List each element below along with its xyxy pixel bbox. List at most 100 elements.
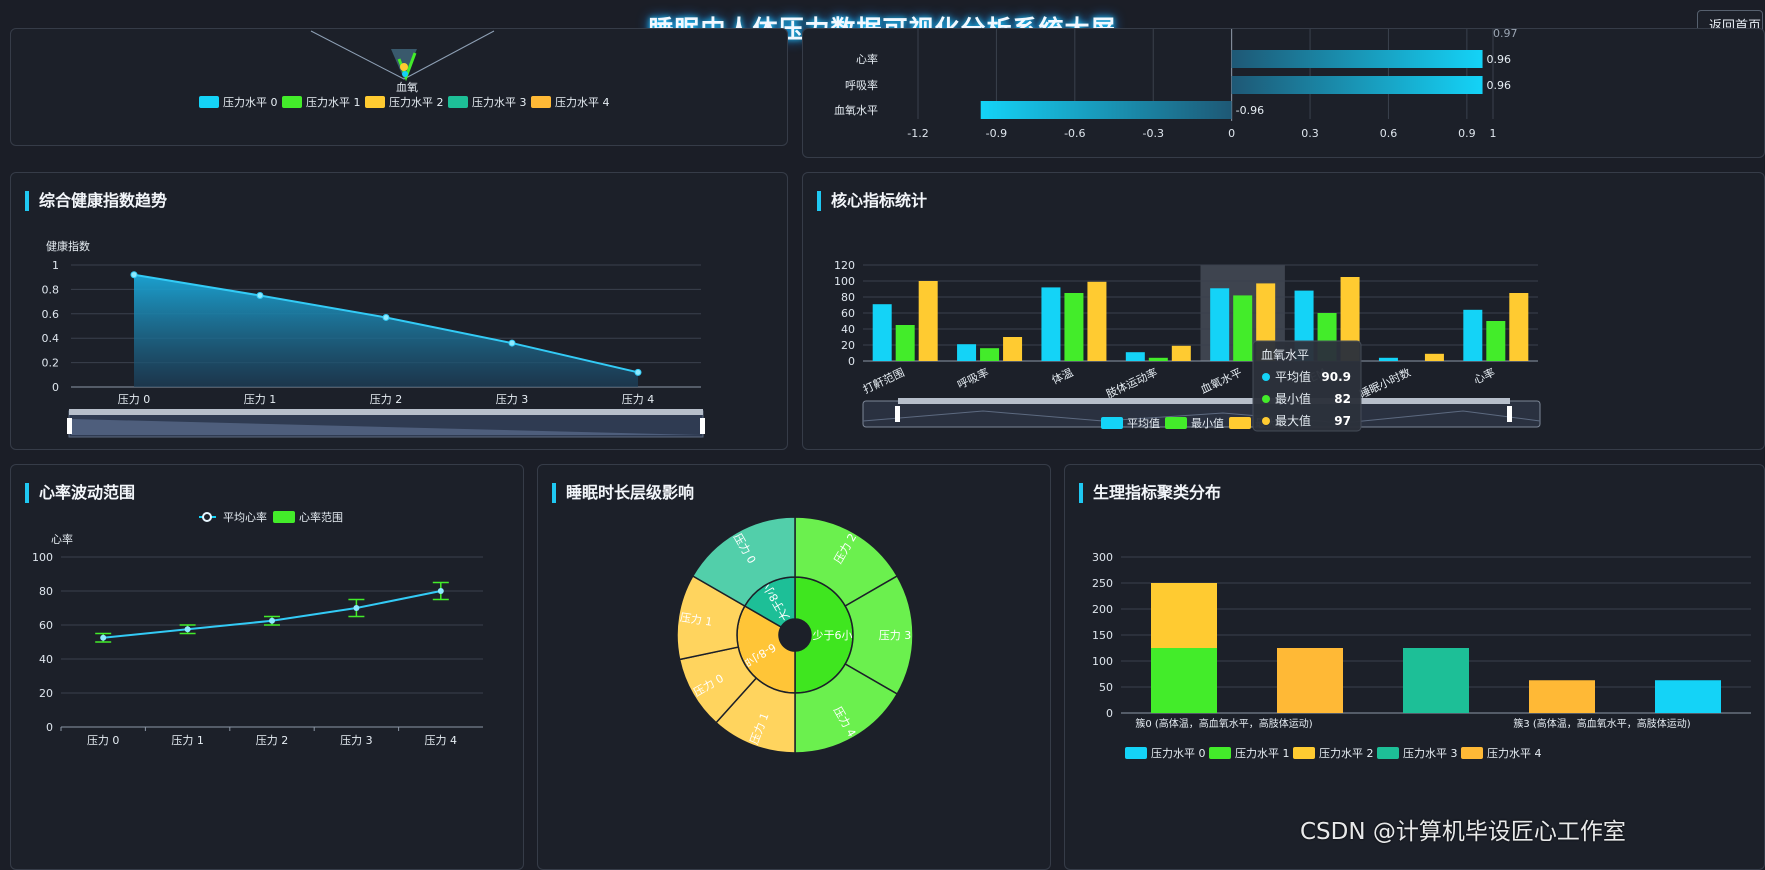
legend-swatch[interactable] xyxy=(199,96,219,108)
legend-label[interactable]: 压力水平 2 xyxy=(1319,747,1374,760)
legend-swatch[interactable] xyxy=(365,96,385,108)
legend-swatch[interactable] xyxy=(1293,747,1315,759)
legend-swatch[interactable] xyxy=(1165,417,1187,429)
zoom-handle-left[interactable] xyxy=(67,418,72,434)
legend-label[interactable]: 心率范围 xyxy=(299,510,343,524)
correlation-bar xyxy=(1231,50,1483,68)
data-point xyxy=(269,617,275,624)
x-tick-label: 睡眠小时数 xyxy=(1357,366,1412,401)
stacked-bar-segment xyxy=(1529,680,1595,713)
legend-label[interactable]: 压力水平 4 xyxy=(1487,747,1542,760)
tooltip-value: 97 xyxy=(1334,414,1351,428)
y-tick-label: 0.2 xyxy=(42,357,60,370)
panel-core-stats: 核心指标统计 0 20 40 60 80 100 120 打鼾范围 呼吸率 体温 肢体运动率 血氧水平… xyxy=(802,172,1765,450)
y-tick-label: 100 xyxy=(1092,655,1113,668)
legend-swatch[interactable] xyxy=(448,96,468,108)
data-point xyxy=(256,292,264,299)
bar-最小值 xyxy=(1148,357,1168,361)
legend-label[interactable]: 压力水平 1 xyxy=(1235,747,1290,760)
x-tick-label: 1 xyxy=(1490,127,1497,140)
y-tick-label: 80 xyxy=(39,585,53,598)
y-tick-label: 60 xyxy=(841,307,855,320)
bar-最大值 xyxy=(1424,353,1444,361)
bar-最小值 xyxy=(1486,321,1506,361)
bar-平均值 xyxy=(1041,287,1061,361)
legend-label[interactable]: 压力水平 2 xyxy=(389,96,444,109)
y-tick-label: 100 xyxy=(32,551,53,564)
zoom-slider-bar[interactable] xyxy=(69,409,703,415)
sunburst-inner-label: 少于6小时 xyxy=(813,629,864,642)
legend-label[interactable]: 压力水平 3 xyxy=(472,96,527,109)
avg-heart-rate-line xyxy=(103,590,441,639)
y-category-label: 心率 xyxy=(856,52,878,66)
y-tick-label: 200 xyxy=(1092,603,1113,616)
panel-top-right: -1.2 -0.9 -0.6 -0.3 0 0.3 0.6 0.9 1 0.97 心率 0.96 呼吸率… xyxy=(802,28,1765,158)
tooltip xyxy=(1252,340,1362,432)
correlation-bar-chart: -1.2 -0.9 -0.6 -0.3 0 0.3 0.6 0.9 1 0.97 心率 0.96 呼吸率… xyxy=(834,29,1518,140)
core-bar-chart: 020406080100120打鼾范围呼吸率体温肢体运动率血氧水平REM睡眠小时… xyxy=(834,259,1541,432)
zoom-handle-left[interactable] xyxy=(895,406,900,422)
legend-label[interactable]: 压力水平 0 xyxy=(1151,747,1206,760)
top-left-chart: 血氧 压力水平 0 压力水平 1 压力水平 2 压力水平 3 压力水平 4 xyxy=(199,30,610,109)
data-point xyxy=(382,313,390,321)
tooltip-value: 82 xyxy=(1334,392,1351,406)
legend-swatch[interactable] xyxy=(1377,747,1399,759)
stacked-bar-segment xyxy=(1655,680,1721,713)
stacked-bar-segment xyxy=(1151,583,1217,648)
x-tick-label: 肢体运动率 xyxy=(1104,365,1160,401)
watermark: CSDN @计算机毕设匠心工作室 xyxy=(1300,819,1626,845)
panel-title: 心率波动范围 xyxy=(25,483,135,503)
x-tick-label: 压力 2 xyxy=(370,393,403,406)
legend-marker[interactable] xyxy=(202,512,212,522)
zoom-handle-right[interactable] xyxy=(700,418,705,434)
legend-swatch[interactable] xyxy=(531,96,551,108)
y-tick-label: 0.4 xyxy=(42,332,60,345)
legend-swatch[interactable] xyxy=(1209,747,1231,759)
tooltip-value: 90.9 xyxy=(1321,370,1351,384)
legend-swatch[interactable] xyxy=(273,511,295,523)
legend-swatch[interactable] xyxy=(1461,747,1483,759)
legend-label[interactable]: 压力水平 3 xyxy=(1403,747,1458,760)
y-tick-label: 150 xyxy=(1092,629,1113,642)
tooltip-label: 最大值 xyxy=(1275,413,1311,428)
legend-swatch[interactable] xyxy=(1101,417,1123,429)
tooltip-dot xyxy=(1262,395,1270,403)
x-tick-label: 压力 0 xyxy=(118,393,151,406)
stacked-bar-segment xyxy=(1151,648,1217,713)
legend[interactable]: 压力水平 0 压力水平 1 压力水平 2 压力水平 3 压力水平 4 xyxy=(199,96,610,109)
legend-label[interactable]: 平均值 xyxy=(1127,417,1160,430)
bar-最大值 xyxy=(1003,337,1023,361)
x-tick-label: 压力 3 xyxy=(340,734,373,747)
legend-label[interactable]: 压力水平 1 xyxy=(306,96,361,109)
y-tick-label: 50 xyxy=(1099,681,1113,694)
legend-label[interactable]: 压力水平 4 xyxy=(555,96,610,109)
bar-平均值 xyxy=(872,304,892,361)
x-tick-label: 簇3 (高体温，高血氧水平，高肢体运动) xyxy=(1513,717,1690,730)
panel-title: 睡眠时长层级影响 xyxy=(552,483,694,503)
bar-平均值 xyxy=(1463,309,1483,361)
axis-label-blood-oxygen: 血氧 xyxy=(396,80,418,94)
x-tick-label: 体温 xyxy=(1049,365,1075,387)
legend-swatch[interactable] xyxy=(1229,417,1251,429)
legend-swatch[interactable] xyxy=(1125,747,1147,759)
y-axis-title: 心率 xyxy=(51,532,73,546)
bar-平均值 xyxy=(1125,352,1145,361)
data-point xyxy=(100,634,107,641)
radar-fragment xyxy=(310,30,495,80)
x-tick-label: 压力 2 xyxy=(256,734,289,747)
y-tick-label: 0 xyxy=(52,381,59,394)
correlation-bar xyxy=(980,101,1232,119)
x-tick-label: 0.6 xyxy=(1380,127,1398,140)
x-tick-label: 0.9 xyxy=(1458,127,1476,140)
legend-swatch[interactable] xyxy=(282,96,302,108)
bar-最小值 xyxy=(1233,295,1253,361)
y-tick-label: 40 xyxy=(841,323,855,336)
zoom-slider-bar[interactable] xyxy=(898,398,1510,404)
legend-label[interactable]: 压力水平 0 xyxy=(223,96,278,109)
legend-label[interactable]: 最小值 xyxy=(1191,417,1224,430)
zoom-handle-right[interactable] xyxy=(1507,406,1512,422)
bar-最小值 xyxy=(980,348,1000,361)
legend-label[interactable]: 平均心率 xyxy=(223,510,267,524)
stacked-bar-segment xyxy=(1403,648,1469,713)
